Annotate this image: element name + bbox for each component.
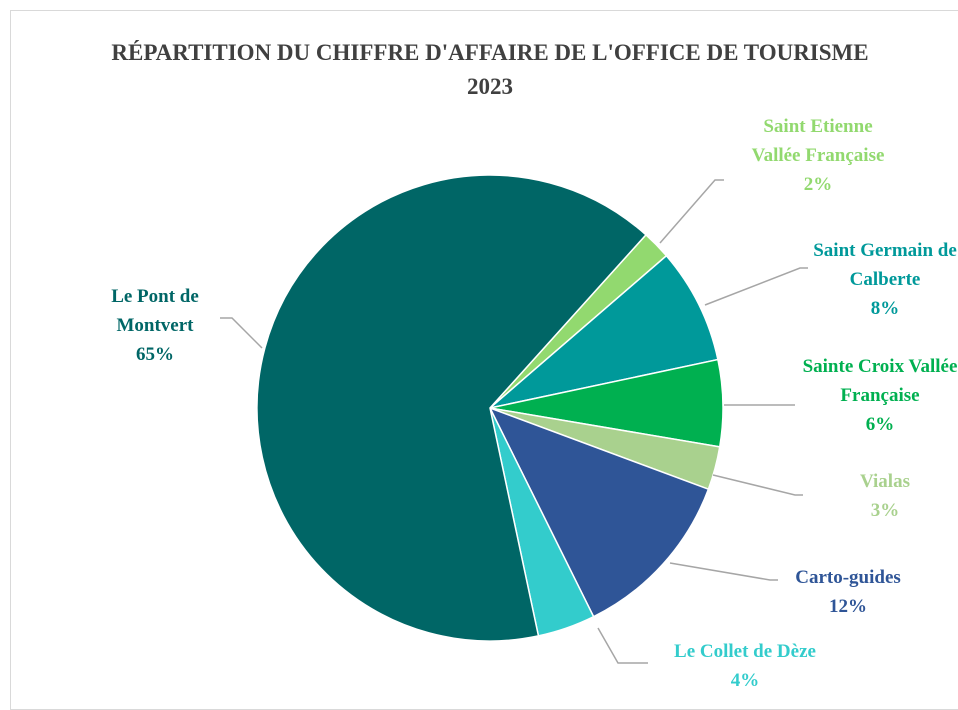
- leader-line: [669, 562, 778, 581]
- leader-line: [704, 267, 808, 306]
- leader-line: [597, 627, 648, 664]
- label-value: 65%: [136, 344, 174, 365]
- data-label: Carto-guides 12%: [748, 563, 948, 621]
- data-label: Sainte Croix Vallée Française 6%: [780, 352, 958, 439]
- leader-line: [659, 179, 724, 244]
- label-name: Le Collet de Dèze: [674, 641, 816, 662]
- label-value: 12%: [829, 596, 867, 617]
- label-name: Saint Germain de Calberte: [813, 240, 957, 290]
- label-value: 6%: [865, 414, 895, 435]
- pie-slice: [256, 174, 647, 642]
- label-name: Le Pont de Montvert: [111, 286, 199, 336]
- pie-slice: [489, 254, 719, 409]
- label-name: Vialas: [860, 471, 910, 492]
- pie-slice: [488, 406, 710, 618]
- data-label: Saint Germain de Calberte 8%: [785, 236, 958, 323]
- data-label: Saint Etienne Vallée Française 2%: [718, 112, 918, 199]
- label-value: 3%: [870, 500, 900, 521]
- label-name: Saint Etienne Vallée Française: [751, 116, 885, 166]
- leader-line: [712, 474, 803, 496]
- leader-line: [220, 317, 263, 349]
- label-value: 2%: [803, 174, 833, 195]
- data-label: Vialas 3%: [785, 467, 958, 525]
- chart-title: RÉPARTITION DU CHIFFRE D'AFFAIRE DE L'OF…: [111, 40, 869, 99]
- data-label: Le Collet de Dèze 4%: [645, 637, 845, 695]
- data-label: Le Pont de Montvert 65%: [55, 282, 255, 369]
- label-name: Sainte Croix Vallée Française: [802, 356, 958, 406]
- label-name: Carto-guides: [795, 567, 901, 588]
- label-value: 8%: [870, 298, 900, 319]
- label-value: 4%: [730, 670, 760, 691]
